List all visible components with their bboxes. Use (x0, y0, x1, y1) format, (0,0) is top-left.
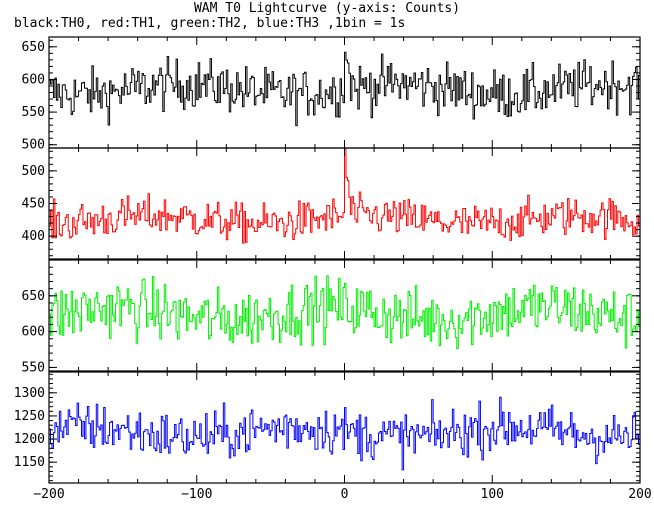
x-tick-label: −100 (181, 487, 212, 502)
panel-frame-th2 (48, 259, 641, 372)
y-tick-label: 550 (22, 105, 45, 120)
x-tick-label: 100 (481, 487, 504, 502)
series-line-th2 (49, 275, 640, 350)
x-tick-label: 200 (628, 487, 651, 502)
y-tick-label: 600 (22, 72, 45, 87)
chart-subtitle: black:TH0, red:TH1, green:TH2, blue:TH3 … (14, 16, 406, 31)
series-line-th0 (49, 51, 640, 127)
y-tick-label: 450 (22, 197, 45, 212)
y-tick-label: 650 (22, 289, 45, 304)
y-tick-label: 1250 (14, 409, 45, 424)
y-tick-label: 500 (22, 138, 45, 153)
y-tick-label: 1150 (14, 455, 45, 470)
y-tick-label: 600 (22, 325, 45, 340)
y-tick-label: 1200 (14, 432, 45, 447)
series-line-th3 (49, 396, 640, 471)
series-line-th1 (49, 148, 640, 244)
chart-title: WAM T0 Lightcurve (y-axis: Counts) (193, 1, 461, 16)
y-tick-label: 550 (22, 360, 45, 375)
y-tick-label: 500 (22, 164, 45, 179)
x-tick-label: −200 (33, 487, 64, 502)
y-tick-label: 400 (22, 229, 45, 244)
y-tick-label: 650 (22, 40, 45, 55)
y-tick-label: 1300 (14, 386, 45, 401)
x-tick-label: 0 (341, 487, 349, 502)
